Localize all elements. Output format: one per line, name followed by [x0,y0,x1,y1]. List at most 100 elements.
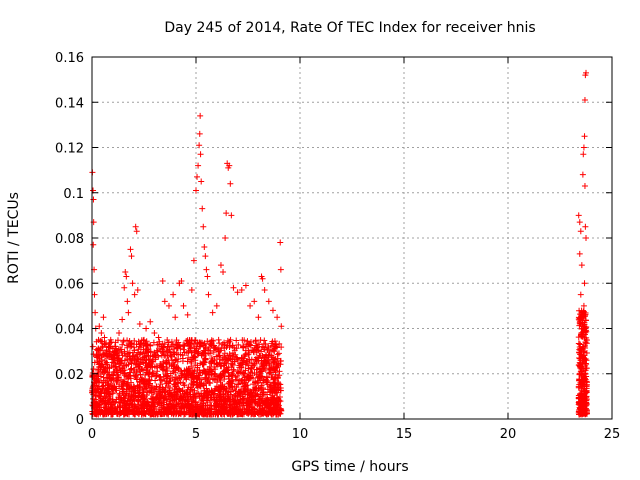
data-point [577,311,584,318]
data-point [133,228,140,235]
data-point [229,362,236,369]
data-point [202,355,209,362]
data-point [176,375,183,382]
data-point [579,397,586,404]
data-point [156,374,163,381]
data-point [202,410,209,417]
data-point [135,346,142,353]
data-point [191,399,198,406]
data-point [147,341,154,348]
data-point [210,337,217,344]
data-point [171,345,178,352]
data-point [222,355,229,362]
data-point [266,365,273,372]
data-point [178,277,185,284]
data-point [229,372,236,379]
data-point [138,411,145,418]
data-point [216,352,223,359]
data-point [274,314,281,321]
data-point [580,151,587,158]
data-point [145,370,152,377]
data-point [277,357,284,364]
data-point [240,387,247,394]
data-point [133,369,140,376]
data-point [165,400,172,407]
data-point [141,394,148,401]
data-point [247,302,254,309]
data-point [173,364,180,371]
data-point [214,361,221,368]
data-point [135,338,142,345]
data-point [128,253,135,260]
data-point [101,408,108,415]
data-point [207,367,214,374]
data-point [164,373,171,380]
data-point [111,360,118,367]
data-point [227,355,234,362]
data-point [144,349,151,356]
data-point [188,337,195,344]
y-tick-label: 0 [76,413,84,428]
data-point [120,397,127,404]
data-point [583,373,590,380]
x-tick-labels: 0 5 10 15 20 25 [88,427,620,442]
data-point [270,343,277,350]
data-point [175,385,182,392]
data-point [101,340,108,347]
data-point [100,314,107,321]
data-point [115,394,122,401]
data-point [580,144,587,151]
data-point [188,376,195,383]
data-point [141,403,148,410]
data-point [212,401,219,408]
data-point [105,381,112,388]
data-point [96,401,103,408]
data-point [237,406,244,413]
data-point [184,386,191,393]
data-point [106,385,113,392]
data-point [108,363,115,370]
data-point [200,361,207,368]
data-point [257,405,264,412]
data-point [164,348,171,355]
x-tick-label: 20 [500,427,517,442]
data-point [232,374,239,381]
data-point [578,331,585,338]
data-point [89,343,96,350]
data-point [121,370,128,377]
data-point [240,399,247,406]
data-point [91,359,98,366]
data-point [582,367,589,374]
data-point [229,387,236,394]
data-point [212,376,219,383]
data-point [155,334,162,341]
data-point [196,130,203,137]
data-point [163,357,170,364]
data-point [168,338,175,345]
data-point [224,366,231,373]
data-point [115,361,122,368]
y-tick-label: 0.12 [55,142,84,157]
data-point [131,337,138,344]
data-point [220,360,227,367]
data-point [127,246,134,253]
data-point [225,380,232,387]
data-point [576,355,583,362]
data-point [224,395,231,402]
data-point [163,347,170,354]
data-point [224,339,231,346]
x-tick-label: 0 [88,427,96,442]
data-point [261,337,268,344]
data-point [117,404,124,411]
data-point [188,287,195,294]
data-point [583,328,590,335]
data-point [239,360,246,367]
data-point [150,411,157,418]
data-point [249,396,256,403]
data-point [261,287,268,294]
data-point [149,358,156,365]
data-point [190,370,197,377]
data-point [187,391,194,398]
data-point [242,367,249,374]
